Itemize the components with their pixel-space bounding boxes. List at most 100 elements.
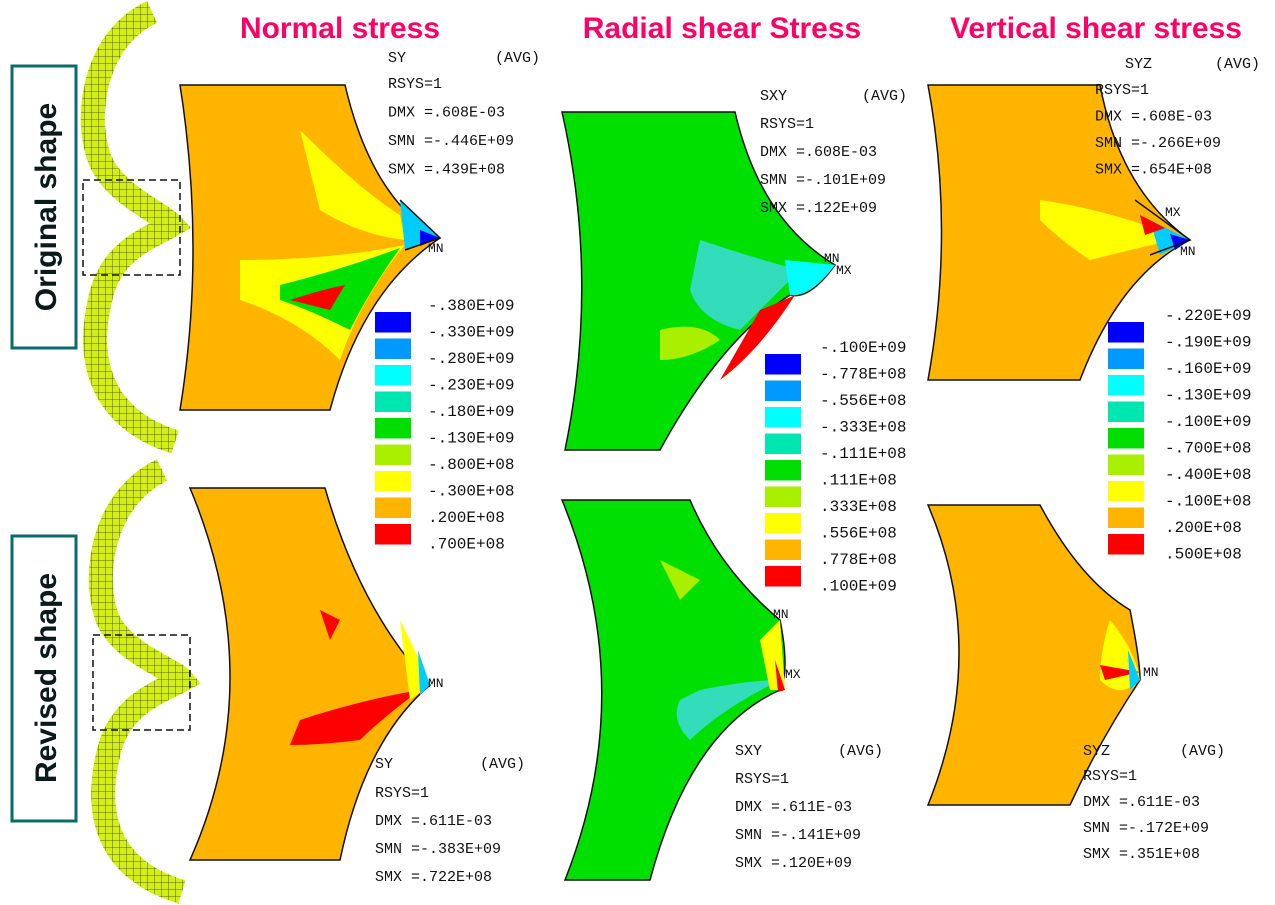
result-info: (AVG) <box>1215 56 1260 73</box>
legend-label: -.220E+09 <box>1165 307 1251 325</box>
legend-swatch <box>765 354 801 375</box>
legend-label: -.700E+08 <box>1165 440 1251 458</box>
figure: Normal stress Radial shear Stress Vertic… <box>0 0 1275 905</box>
result-info: SMN =-.383E+09 <box>375 841 501 858</box>
result-info: SY <box>375 756 393 773</box>
legend-label: -.800E+08 <box>428 456 514 474</box>
row-label: Original shape <box>30 103 63 311</box>
result-info: SYZ <box>1083 743 1110 760</box>
mesh-model <box>93 12 175 442</box>
legend-swatch <box>375 498 411 519</box>
legend-label: .556E+08 <box>820 525 897 543</box>
legend-swatch <box>765 460 801 481</box>
legend-swatch <box>375 392 411 413</box>
result-info: SMN =-.172E+09 <box>1083 820 1209 837</box>
result-info: SMX =.122E+09 <box>760 200 877 217</box>
legend-swatch <box>375 365 411 386</box>
legend-label: -.556E+08 <box>820 392 906 410</box>
legend-swatch <box>1108 534 1144 555</box>
result-info: SMN =-.446E+09 <box>388 133 514 150</box>
result-info: DMX =.608E-03 <box>1095 109 1212 126</box>
result-info: SMN =-.141E+09 <box>735 827 861 844</box>
extreme-marker: MX <box>785 667 801 682</box>
legend-swatch <box>765 566 801 587</box>
column-title: Vertical shear stress <box>950 12 1242 45</box>
legend-swatch <box>765 540 801 561</box>
legend-label: -.100E+09 <box>820 339 906 357</box>
result-info: SMN =-.266E+09 <box>1095 135 1221 152</box>
legend-label: -.230E+09 <box>428 377 514 395</box>
result-info: SMX =.351E+08 <box>1083 846 1200 863</box>
legend-swatch <box>1108 322 1144 343</box>
legend-label: -.280E+09 <box>428 350 514 368</box>
result-info: DMX =.611E-03 <box>735 799 852 816</box>
page: {"header":{"columns":["Normal stress","R… <box>0 0 1275 905</box>
row-label: Revised shape <box>30 573 63 783</box>
legend-swatch <box>375 471 411 492</box>
legend-swatch <box>375 312 411 333</box>
legend-swatch <box>1108 428 1144 449</box>
legend-label: .111E+08 <box>820 472 897 490</box>
result-info: RSYS=1 <box>760 116 814 133</box>
legend-label: .200E+08 <box>1165 519 1242 537</box>
result-info: (AVG) <box>862 88 907 105</box>
extreme-marker: MN <box>428 676 444 691</box>
legend-label: -.333E+08 <box>820 419 906 437</box>
extreme-marker: MN <box>1180 244 1196 259</box>
legend-swatch <box>765 407 801 428</box>
result-info: (AVG) <box>1180 743 1225 760</box>
legend-label: -.330E+09 <box>428 324 514 342</box>
legend-swatch <box>1108 481 1144 502</box>
legend-label: -.190E+09 <box>1165 334 1251 352</box>
result-info: SMX =.654E+08 <box>1095 162 1212 179</box>
result-info: SMN =-.101E+09 <box>760 172 886 189</box>
result-info: SYZ <box>1125 56 1152 73</box>
annotations: SY (AVG) RSYS=1 DMX =.608E-03 SMN =-.446E+09… <box>375 50 1260 886</box>
legend-label: -.160E+09 <box>1165 360 1251 378</box>
legend-label: .500E+08 <box>1165 546 1242 564</box>
legend-label: .333E+08 <box>820 498 897 516</box>
result-info: RSYS=1 <box>1095 82 1149 99</box>
legend-swatch <box>375 445 411 466</box>
legend-swatch <box>1108 375 1144 396</box>
extreme-marker: MN <box>1143 665 1159 680</box>
legend-label: .778E+08 <box>820 551 897 569</box>
legend-label: -.300E+08 <box>428 483 514 501</box>
legend-swatch <box>765 487 801 508</box>
legend-label: .200E+08 <box>428 509 505 527</box>
legend-label: -.180E+09 <box>428 403 514 421</box>
legend-swatch <box>1108 508 1144 529</box>
legend-swatch <box>765 381 801 402</box>
legend-label: -.130E+09 <box>428 430 514 448</box>
legend-swatch <box>375 418 411 439</box>
result-info: (AVG) <box>480 756 525 773</box>
legend-label: -.111E+08 <box>820 445 906 463</box>
extreme-marker: MX <box>836 263 852 278</box>
result-info: RSYS=1 <box>388 76 442 93</box>
extreme-marker: MN <box>773 607 789 622</box>
result-info: (AVG) <box>495 50 540 67</box>
legend-label: -.100E+09 <box>1165 413 1251 431</box>
legend-label: -.100E+08 <box>1165 493 1251 511</box>
result-info: RSYS=1 <box>735 771 789 788</box>
legend-label: .100E+09 <box>820 578 897 596</box>
legend-swatch <box>765 513 801 534</box>
result-info: SMX =.439E+08 <box>388 162 505 179</box>
result-info: SMX =.120E+09 <box>735 855 852 872</box>
result-info: SXY <box>735 743 762 760</box>
result-info: DMX =.611E-03 <box>1083 794 1200 811</box>
result-info: SMX =.722E+08 <box>375 869 492 886</box>
result-info: (AVG) <box>838 743 883 760</box>
legend-swatch <box>765 434 801 455</box>
legend-swatch <box>1108 455 1144 476</box>
result-info: RSYS=1 <box>1083 768 1137 785</box>
column-title: Radial shear Stress <box>583 12 861 45</box>
result-info: SXY <box>760 88 787 105</box>
contour-plot <box>928 85 1190 380</box>
legend-label: -.130E+09 <box>1165 387 1251 405</box>
contour-plot <box>562 500 785 880</box>
result-info: SY <box>388 50 406 67</box>
column-title: Normal stress <box>240 12 440 45</box>
extreme-marker: MX <box>1165 205 1181 220</box>
mesh-model <box>101 470 182 892</box>
